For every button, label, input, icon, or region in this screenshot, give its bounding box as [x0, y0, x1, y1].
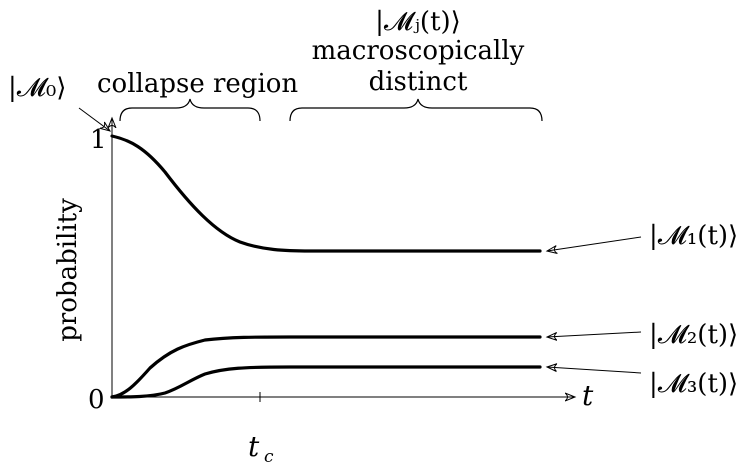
- y-axis-label: probability: [53, 198, 83, 342]
- m1-label: |𝓜₁(t)⟩: [649, 221, 738, 251]
- m2-arrow: [547, 331, 642, 337]
- curve-m2: [110, 335, 542, 399]
- tc-label: t: [248, 430, 260, 463]
- y-tick-zero: 0: [88, 385, 105, 415]
- m1-arrow: [547, 236, 642, 251]
- macroscopically-label: macroscopically: [312, 36, 525, 66]
- macroscopic-brace: [289, 98, 543, 122]
- m0-arrow: [78, 107, 110, 131]
- collapse-region-brace: [119, 98, 261, 122]
- collapse-region-label: collapse region: [97, 69, 298, 99]
- m3-arrow: [547, 367, 642, 374]
- mj-label: |𝓜ⱼ(t)⟩: [375, 7, 461, 37]
- tc-label-subscript: c: [264, 447, 274, 465]
- x-axis-label: t: [582, 379, 594, 412]
- y-tick-one: 1: [90, 125, 107, 155]
- curve-m3: [110, 365, 542, 399]
- curve-m1: [110, 134, 542, 253]
- distinct-label: distinct: [369, 67, 468, 97]
- m2-label: |𝓜₂(t)⟩: [649, 320, 738, 350]
- m0-label: |𝓜₀⟩: [8, 73, 66, 103]
- m3-label: |𝓜₃(t)⟩: [649, 369, 738, 399]
